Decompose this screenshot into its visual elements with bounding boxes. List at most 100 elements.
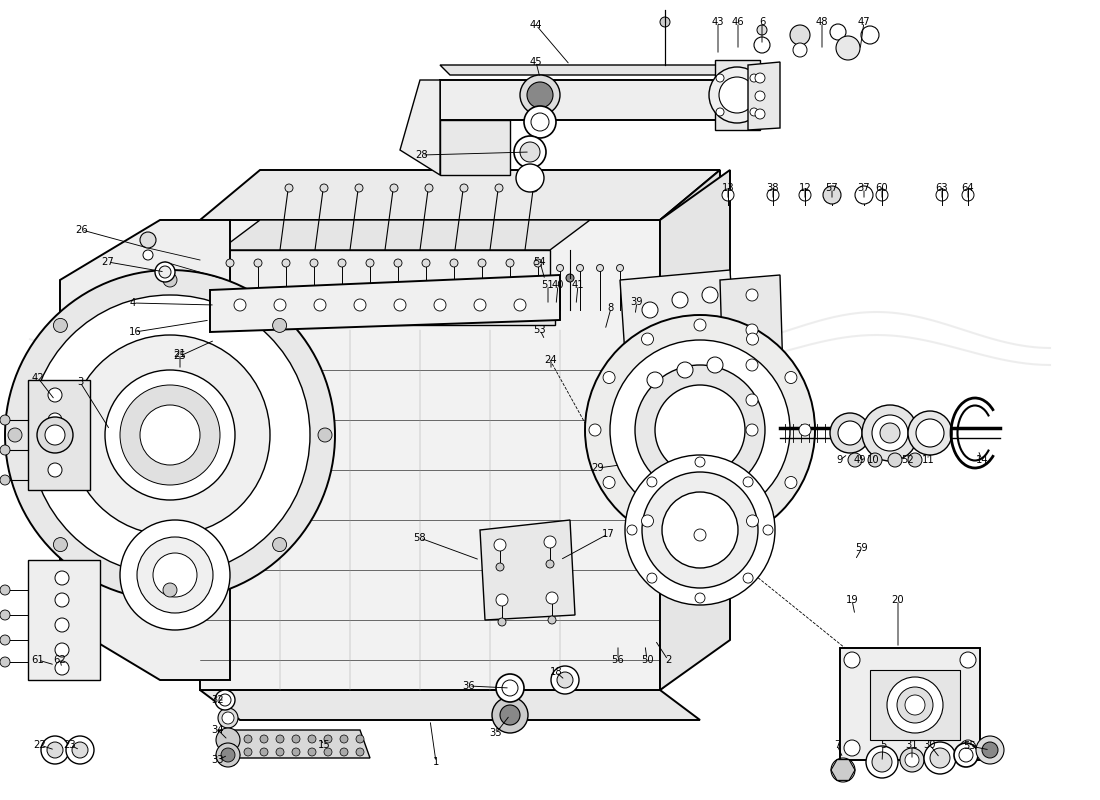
Circle shape: [746, 424, 758, 436]
Polygon shape: [214, 310, 556, 325]
Text: 52: 52: [902, 455, 914, 465]
Circle shape: [0, 610, 10, 620]
Text: 23: 23: [64, 740, 76, 750]
Circle shape: [219, 694, 231, 706]
Circle shape: [494, 539, 506, 551]
Text: 15: 15: [318, 740, 330, 750]
Circle shape: [310, 259, 318, 267]
Circle shape: [746, 359, 758, 371]
Circle shape: [338, 259, 346, 267]
Text: 14: 14: [976, 455, 988, 465]
Text: 44: 44: [530, 20, 542, 30]
Circle shape: [495, 184, 503, 192]
Text: 27: 27: [101, 257, 114, 267]
Circle shape: [340, 748, 348, 756]
Circle shape: [976, 736, 1004, 764]
Text: 2: 2: [664, 655, 671, 665]
Circle shape: [755, 73, 764, 83]
Circle shape: [422, 259, 430, 267]
Circle shape: [153, 553, 197, 597]
Text: 59: 59: [856, 543, 868, 553]
Text: 8: 8: [608, 303, 614, 313]
Text: 6: 6: [759, 17, 766, 27]
Circle shape: [905, 753, 918, 767]
Circle shape: [324, 748, 332, 756]
Text: 28: 28: [416, 150, 428, 160]
Polygon shape: [660, 170, 720, 690]
Polygon shape: [620, 270, 740, 430]
Circle shape: [746, 394, 758, 406]
Circle shape: [72, 742, 88, 758]
Circle shape: [425, 184, 433, 192]
Circle shape: [226, 259, 234, 267]
Text: 47: 47: [858, 17, 870, 27]
Circle shape: [228, 735, 236, 743]
Text: 55: 55: [964, 741, 977, 751]
Circle shape: [793, 43, 807, 57]
Text: eurospares: eurospares: [441, 328, 600, 352]
Polygon shape: [28, 380, 90, 490]
Text: 16: 16: [129, 327, 142, 337]
Circle shape: [566, 274, 574, 282]
Polygon shape: [840, 648, 980, 760]
Text: 37: 37: [858, 183, 870, 193]
Circle shape: [514, 299, 526, 311]
Circle shape: [642, 302, 658, 318]
Circle shape: [722, 189, 734, 201]
Circle shape: [55, 593, 69, 607]
Text: eurospares: eurospares: [141, 328, 299, 352]
Circle shape: [746, 289, 758, 301]
Circle shape: [274, 299, 286, 311]
Circle shape: [228, 748, 236, 756]
Text: 54: 54: [534, 257, 547, 267]
Text: 17: 17: [602, 529, 615, 539]
Circle shape: [747, 515, 759, 527]
Text: 12: 12: [799, 183, 812, 193]
Polygon shape: [748, 62, 780, 130]
Circle shape: [959, 748, 974, 762]
Circle shape: [496, 594, 508, 606]
Circle shape: [55, 643, 69, 657]
Circle shape: [282, 259, 290, 267]
Circle shape: [273, 318, 287, 332]
Circle shape: [0, 445, 10, 455]
Circle shape: [785, 371, 796, 383]
Text: 57: 57: [826, 183, 838, 193]
Circle shape: [641, 515, 653, 527]
Circle shape: [876, 189, 888, 201]
Circle shape: [394, 259, 402, 267]
Circle shape: [340, 735, 348, 743]
Text: 51: 51: [541, 280, 554, 290]
Circle shape: [694, 529, 706, 541]
Circle shape: [163, 273, 177, 287]
Circle shape: [516, 164, 544, 192]
Circle shape: [672, 292, 688, 308]
Circle shape: [45, 425, 65, 445]
Circle shape: [120, 385, 220, 485]
Text: 20: 20: [892, 595, 904, 605]
Circle shape: [954, 743, 978, 767]
Text: 24: 24: [544, 355, 558, 365]
Circle shape: [496, 563, 504, 571]
Text: 4: 4: [130, 298, 136, 308]
Text: 33: 33: [211, 755, 224, 765]
Circle shape: [160, 266, 170, 278]
Polygon shape: [400, 80, 440, 175]
Circle shape: [900, 748, 924, 772]
Circle shape: [530, 184, 538, 192]
Polygon shape: [480, 520, 575, 620]
Circle shape: [905, 695, 925, 715]
Circle shape: [844, 652, 860, 668]
Text: 38: 38: [767, 183, 779, 193]
Circle shape: [254, 259, 262, 267]
Circle shape: [719, 77, 755, 113]
Circle shape: [320, 184, 328, 192]
Circle shape: [324, 735, 332, 743]
Circle shape: [308, 748, 316, 756]
Circle shape: [292, 735, 300, 743]
Circle shape: [755, 109, 764, 119]
Circle shape: [450, 259, 458, 267]
Circle shape: [625, 455, 776, 605]
Circle shape: [750, 108, 758, 116]
Circle shape: [234, 299, 246, 311]
